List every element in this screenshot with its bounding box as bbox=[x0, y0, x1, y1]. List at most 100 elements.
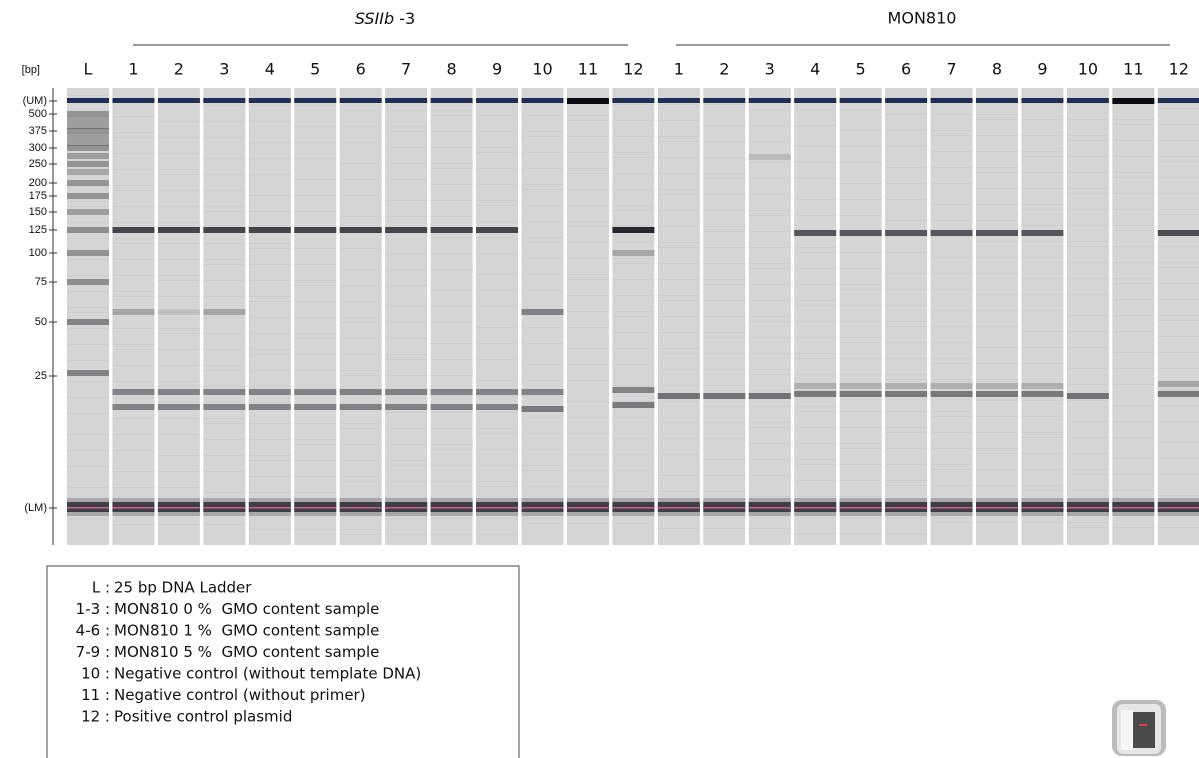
lane-noise bbox=[340, 497, 382, 498]
lane-noise bbox=[1067, 400, 1109, 401]
axis-label: 25 bbox=[35, 370, 47, 382]
band bbox=[885, 391, 927, 397]
band bbox=[294, 389, 336, 395]
lane-noise bbox=[794, 411, 836, 412]
lane-noise bbox=[794, 406, 836, 407]
lane-noise bbox=[385, 412, 427, 413]
axis-label: 250 bbox=[29, 158, 47, 170]
lane-noise bbox=[112, 328, 154, 329]
lane-noise bbox=[249, 492, 291, 493]
band bbox=[385, 227, 427, 233]
lane-noise bbox=[703, 475, 745, 476]
lane-noise bbox=[476, 327, 518, 328]
band bbox=[612, 387, 654, 393]
lane-noise bbox=[931, 183, 973, 184]
lane-noise bbox=[294, 338, 336, 339]
lane-noise bbox=[1158, 209, 1199, 210]
lane-noise bbox=[1067, 278, 1109, 279]
legend-key: 1-3 : bbox=[76, 600, 110, 618]
lane-noise bbox=[567, 173, 609, 174]
lane-noise bbox=[840, 321, 882, 322]
band bbox=[249, 227, 291, 233]
lane-noise bbox=[249, 455, 291, 456]
lane-noise bbox=[703, 369, 745, 370]
lane-noise bbox=[340, 179, 382, 180]
lane-noise bbox=[1021, 453, 1063, 454]
lane-noise bbox=[158, 190, 200, 191]
lane-noise bbox=[885, 183, 927, 184]
lane-noise bbox=[1021, 156, 1063, 157]
lane-noise bbox=[431, 359, 473, 360]
lane-noise bbox=[294, 529, 336, 530]
lane-noise bbox=[340, 142, 382, 143]
lane-noise bbox=[431, 131, 473, 132]
axis-label: (UM) bbox=[23, 95, 47, 107]
lane-noise bbox=[431, 465, 473, 466]
band bbox=[112, 227, 154, 233]
lane-noise bbox=[931, 432, 973, 433]
lane-noise bbox=[885, 358, 927, 359]
lane-noise bbox=[1112, 156, 1154, 157]
lane-noise bbox=[567, 417, 609, 418]
lane-noise bbox=[112, 381, 154, 382]
lane-noise bbox=[249, 121, 291, 122]
lane-noise bbox=[385, 126, 427, 127]
lane-noise bbox=[840, 443, 882, 444]
lane-noise bbox=[522, 242, 564, 243]
lower-marker-line bbox=[703, 507, 745, 509]
lane-noise bbox=[840, 130, 882, 131]
lane-noise bbox=[249, 211, 291, 212]
lane-noise bbox=[249, 248, 291, 249]
lane-noise bbox=[294, 354, 336, 355]
lane-noise bbox=[976, 326, 1018, 327]
lane-noise bbox=[1021, 432, 1063, 433]
lane-noise bbox=[112, 185, 154, 186]
lane-noise bbox=[885, 517, 927, 518]
lane-noise bbox=[431, 444, 473, 445]
lane-noise bbox=[1158, 421, 1199, 422]
lane-noise bbox=[840, 305, 882, 306]
lane-noise bbox=[1158, 140, 1199, 141]
gene-name: SSIIb bbox=[355, 9, 394, 28]
lane-label: 9 bbox=[492, 60, 502, 79]
lane-noise bbox=[476, 428, 518, 429]
lane-noise bbox=[840, 252, 882, 253]
lane-noise bbox=[1112, 230, 1154, 231]
lane-noise bbox=[431, 428, 473, 429]
lane-noise bbox=[658, 528, 700, 529]
lane-noise bbox=[294, 439, 336, 440]
lane-noise bbox=[112, 132, 154, 133]
lane-noise bbox=[931, 167, 973, 168]
lane-noise bbox=[1112, 177, 1154, 178]
lane-noise bbox=[612, 104, 654, 105]
lane-noise bbox=[385, 285, 427, 286]
band bbox=[203, 309, 245, 315]
upper-marker bbox=[158, 98, 200, 103]
lane-noise bbox=[67, 259, 109, 260]
upper-marker bbox=[703, 98, 745, 103]
lane-noise bbox=[476, 237, 518, 238]
lane-noise bbox=[522, 221, 564, 222]
lane-noise bbox=[1158, 214, 1199, 215]
lane-noise bbox=[385, 338, 427, 339]
lane-noise bbox=[112, 349, 154, 350]
lane-noise bbox=[249, 317, 291, 318]
lane-noise bbox=[749, 459, 791, 460]
lane-noise bbox=[794, 337, 836, 338]
lane-noise bbox=[703, 406, 745, 407]
lane-noise bbox=[431, 534, 473, 535]
lane-noise bbox=[112, 296, 154, 297]
lane-noise bbox=[431, 115, 473, 116]
band bbox=[749, 154, 791, 160]
lane-noise bbox=[203, 524, 245, 525]
lane-noise bbox=[431, 497, 473, 498]
lower-marker-line bbox=[840, 507, 882, 509]
lane-noise bbox=[476, 518, 518, 519]
lane-label: 1 bbox=[128, 60, 138, 79]
lane-noise bbox=[522, 168, 564, 169]
lane-noise bbox=[931, 517, 973, 518]
lane-noise bbox=[385, 460, 427, 461]
lane-noise bbox=[112, 397, 154, 398]
lane-noise bbox=[522, 189, 564, 190]
lane-noise bbox=[931, 411, 973, 412]
